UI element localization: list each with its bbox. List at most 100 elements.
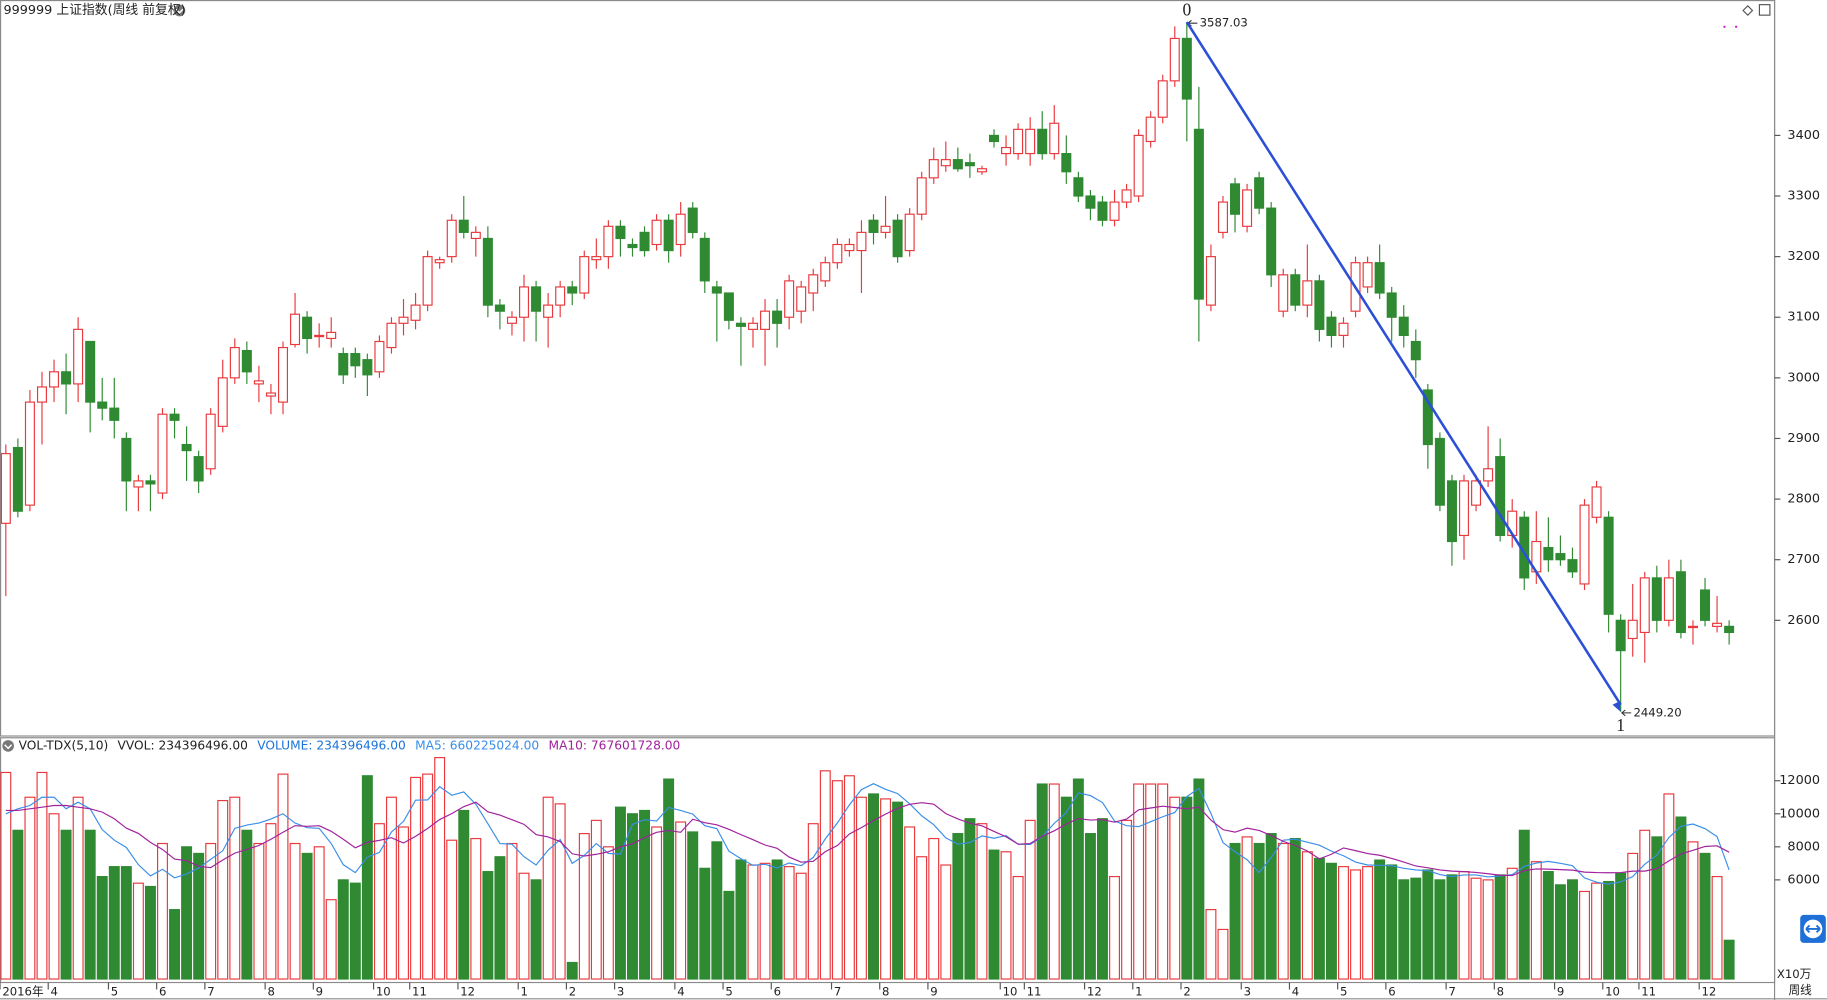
y-tick-label: 2800	[1787, 492, 1820, 507]
volume-bar	[398, 826, 409, 980]
y-tick-label: 3300	[1787, 189, 1820, 204]
volume-bar	[1289, 837, 1301, 980]
x-tick-label: 11	[1027, 984, 1042, 998]
panel-icon[interactable]	[1758, 4, 1771, 16]
candle-body	[1266, 207, 1277, 276]
volume-bar	[988, 849, 1000, 980]
candle-body	[121, 437, 132, 482]
candle-body	[519, 286, 530, 318]
volume-bar	[1145, 783, 1157, 980]
volume-bar	[1072, 778, 1084, 980]
volume-bar	[614, 806, 626, 980]
volume-bar	[1639, 829, 1651, 980]
candle-body	[1242, 189, 1253, 227]
x-tick-label: 8	[267, 984, 274, 998]
volume-bar	[1000, 851, 1012, 980]
volume-bar	[723, 890, 735, 980]
title-menu-icon[interactable]	[173, 4, 186, 17]
period-label: 周线	[1789, 983, 1813, 997]
indicator-value: VOLUME: 234396496.00	[257, 738, 406, 752]
candle-body	[1121, 189, 1132, 203]
candle-body	[723, 292, 734, 321]
x-tick-label: 4	[1292, 984, 1299, 998]
volume-bar	[1024, 819, 1036, 980]
candle-body	[1639, 577, 1650, 634]
volume-bar	[1229, 842, 1241, 980]
candle-body	[24, 401, 35, 506]
diamond-icon[interactable]	[1742, 5, 1754, 16]
candle-body	[928, 159, 939, 179]
candle-body	[85, 340, 96, 403]
candle-body	[832, 243, 843, 264]
x-tick-label: 6	[774, 984, 781, 998]
candle-body	[1109, 201, 1120, 221]
volume-bar	[1205, 909, 1217, 980]
candle-body	[603, 225, 614, 258]
volume-bar	[1566, 879, 1578, 980]
volume-bar	[1615, 872, 1627, 980]
candle-body	[989, 134, 1000, 143]
candle-body	[61, 371, 72, 385]
y-tick-label: 8000	[1787, 839, 1820, 854]
candle-body	[49, 371, 60, 388]
candle-body	[181, 443, 192, 452]
volume-bar	[795, 872, 807, 980]
candle-body	[651, 219, 662, 246]
candle-body	[362, 359, 373, 376]
candle-body	[1446, 480, 1457, 543]
candle-body	[494, 304, 505, 312]
volume-bar	[1398, 879, 1410, 980]
volume-bar	[892, 801, 904, 980]
volume-bar	[458, 809, 470, 980]
volume-bar	[1482, 879, 1494, 980]
x-tick-label: 5	[111, 984, 118, 998]
volume-bar	[639, 809, 651, 980]
candle-body	[675, 213, 686, 246]
x-tick-label: 11	[1641, 984, 1656, 998]
candle-body	[374, 340, 385, 373]
candle-body	[1278, 274, 1289, 312]
candle-body	[314, 334, 325, 338]
volume-bar	[446, 839, 458, 980]
volume-bar	[783, 866, 795, 980]
x-tick-label: 11	[412, 984, 427, 998]
volume-bar	[1675, 816, 1687, 980]
volume-bar	[518, 872, 530, 980]
volume-bar	[590, 819, 602, 980]
candle-body	[1700, 589, 1711, 621]
indicator-menu-icon[interactable]	[2, 740, 14, 752]
candle-body	[1591, 486, 1602, 518]
volume-bar	[1663, 793, 1675, 980]
volume-bar	[120, 866, 132, 980]
candle-body	[1410, 340, 1421, 361]
candle-body	[1097, 201, 1108, 221]
volume-bar	[530, 879, 542, 980]
volume-bar	[361, 775, 373, 980]
y-tick-label: 2600	[1787, 613, 1820, 628]
x-tick-label: 12	[1702, 984, 1717, 998]
candle-body	[1049, 122, 1060, 155]
volume-bar	[1374, 859, 1386, 980]
candle-body	[820, 262, 831, 282]
x-tick-label: 4	[677, 984, 684, 998]
y-tick-label: 3200	[1787, 249, 1820, 264]
volume-bar	[96, 875, 108, 980]
candle-body	[1555, 553, 1566, 561]
volume-bar	[964, 818, 976, 980]
volume-bar	[229, 796, 241, 980]
candle-body	[1567, 559, 1578, 573]
volume-bar	[1458, 871, 1470, 980]
volume-bar	[48, 813, 60, 980]
candle-body	[1398, 316, 1409, 337]
candle-body	[482, 237, 493, 306]
candle-body	[916, 177, 927, 215]
volume-bar	[1422, 869, 1434, 980]
volume-bar	[1362, 866, 1374, 980]
candle-body	[1434, 437, 1445, 506]
volume-bar	[337, 879, 349, 980]
title-menu-arrow	[175, 8, 184, 14]
candle-body	[555, 286, 566, 306]
candle-body	[1302, 280, 1313, 306]
candle-body	[1386, 292, 1397, 318]
candle-body	[0, 453, 11, 524]
